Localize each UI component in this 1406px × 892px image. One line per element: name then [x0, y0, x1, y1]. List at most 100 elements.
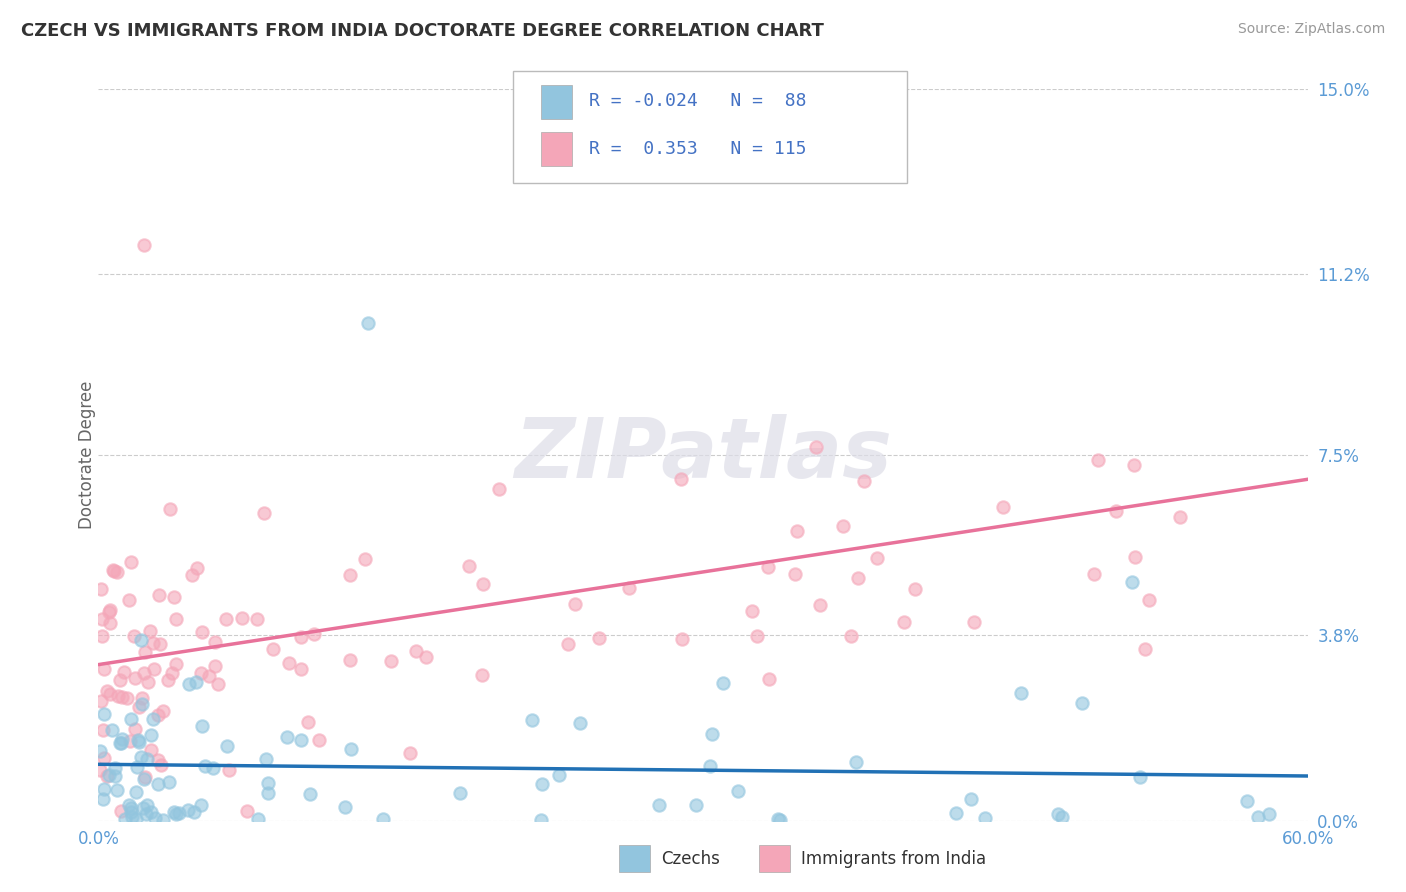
Point [1137, 593, 1160, 607]
Point [530, 813, 553, 827]
Point [139, 805, 162, 819]
Point [557, 637, 579, 651]
Point [945, 805, 967, 820]
Point [127, 760, 149, 774]
Point [150, 758, 173, 772]
Point [568, 715, 591, 730]
Point [129, 633, 152, 648]
Point [129, 750, 152, 764]
Point [333, 800, 356, 814]
Point [124, 722, 146, 736]
Point [256, 775, 278, 789]
Point [152, 814, 174, 828]
Point [253, 506, 276, 520]
Point [132, 238, 155, 252]
Point [163, 590, 186, 604]
Point [671, 472, 693, 486]
Point [131, 691, 153, 706]
Point [118, 797, 141, 812]
Point [974, 811, 997, 825]
Point [488, 482, 510, 496]
Point [177, 677, 200, 691]
Text: R = -0.024   N =  88: R = -0.024 N = 88 [589, 93, 807, 111]
Point [1105, 503, 1128, 517]
Point [276, 730, 298, 744]
Text: Immigrants from India: Immigrants from India [801, 850, 987, 868]
Point [110, 736, 132, 750]
Point [136, 675, 159, 690]
Point [120, 805, 142, 819]
Point [520, 713, 543, 727]
Point [457, 558, 479, 573]
Point [121, 810, 143, 824]
Point [157, 774, 180, 789]
Point [290, 662, 312, 676]
Point [671, 632, 693, 647]
Point [766, 812, 789, 826]
Point [204, 634, 226, 648]
Point [177, 803, 200, 817]
Point [290, 630, 312, 644]
Point [96, 769, 118, 783]
Point [139, 624, 162, 638]
Point [127, 733, 149, 747]
Point [588, 631, 610, 645]
Point [198, 668, 221, 682]
Point [685, 797, 707, 812]
Point [120, 712, 142, 726]
Point [399, 747, 422, 761]
Point [111, 690, 134, 704]
Point [786, 524, 808, 539]
Point [90, 629, 112, 643]
Point [93, 707, 115, 722]
Point [93, 751, 115, 765]
Point [231, 611, 253, 625]
Point [186, 675, 208, 690]
Point [93, 662, 115, 676]
Point [339, 567, 361, 582]
Point [547, 768, 569, 782]
Point [354, 552, 377, 566]
Point [1247, 810, 1270, 824]
Point [110, 804, 132, 818]
Point [371, 813, 394, 827]
Point [415, 650, 437, 665]
Point [904, 582, 927, 596]
Point [207, 677, 229, 691]
Point [136, 752, 159, 766]
Point [112, 665, 135, 680]
Point [167, 805, 190, 820]
Point [105, 565, 128, 579]
Point [131, 697, 153, 711]
Point [471, 577, 494, 591]
Point [218, 764, 240, 778]
Point [356, 316, 378, 330]
Point [103, 761, 125, 775]
Point [699, 759, 721, 773]
Point [98, 687, 121, 701]
Point [186, 561, 208, 575]
Point [132, 801, 155, 815]
Point [254, 752, 277, 766]
Point [132, 666, 155, 681]
Point [215, 612, 238, 626]
Point [290, 733, 312, 747]
Point [204, 659, 226, 673]
Point [107, 689, 129, 703]
Point [148, 776, 170, 790]
Point [194, 759, 217, 773]
Point [183, 805, 205, 819]
Point [756, 560, 779, 574]
Point [110, 736, 132, 750]
Point [298, 787, 321, 801]
Point [215, 739, 238, 754]
Point [804, 440, 827, 454]
Text: ZIPatlas: ZIPatlas [515, 415, 891, 495]
Point [893, 615, 915, 630]
Point [120, 801, 142, 815]
Text: Czechs: Czechs [661, 850, 720, 868]
Point [96, 684, 118, 698]
Point [93, 782, 115, 797]
Point [247, 813, 270, 827]
Point [128, 700, 150, 714]
